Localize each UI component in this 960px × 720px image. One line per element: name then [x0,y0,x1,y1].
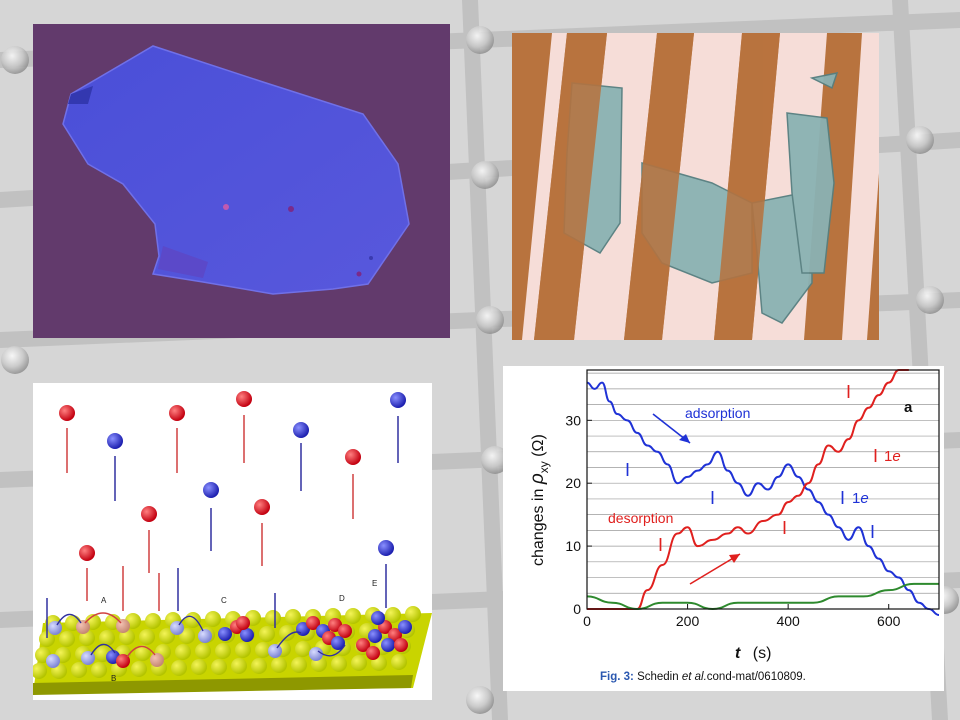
y-tick-label: 10 [565,538,581,554]
x-tick-label: 200 [676,613,700,629]
blue-step-mark: I [625,460,630,480]
label-d: D [339,594,345,603]
series-line-3 [586,582,939,611]
figure-caption: Fig. 3: Schedin et al.cond-mat/0610809. [600,671,806,683]
caption-ref: cond-mat/0610809. [706,671,806,683]
y-tick-label: 20 [565,475,581,491]
blue-one-e-label: 1e [852,490,869,507]
desorption-label: desorption [608,510,673,526]
adsorption-arrowhead [679,434,690,443]
x-axis-title: t (s) [735,645,771,662]
red-one-e-label: 1e [884,448,901,465]
label-b: B [111,674,116,683]
red-step-mark: I [658,535,663,555]
y-tick-label: 0 [573,601,581,617]
x-tick-label: 600 [877,613,901,629]
y-axis-title: changes in ρxy (Ω) [527,434,551,566]
x-tick-label: 400 [776,613,800,629]
caption-fig: Fig. 3: [600,671,634,683]
series-line-1 [586,381,940,616]
label-a: A [101,596,107,605]
series-line-2 [587,369,909,610]
red-step-mark: I [782,518,787,538]
adsorption-schematic: A B C D E [33,383,432,700]
resistivity-chart: 0 200 400 600 0 10 20 30 adsorption desorption … [503,366,944,691]
label-e: E [372,579,377,588]
caption-authors: Schedin [637,671,679,683]
label-c: C [221,596,227,605]
caption-etal: et al. [681,671,707,683]
red-step-mark: I [846,382,851,402]
red-step-mark: I [873,446,878,466]
adsorption-label: adsorption [685,405,750,421]
panel-label-a: a [904,399,913,416]
flake-micrograph [33,24,450,338]
y-tick-label: 30 [565,412,581,428]
blue-step-mark: I [840,488,845,508]
tem-grid-image [512,33,879,340]
blue-step-mark: I [870,522,875,542]
plot-frame [586,369,940,610]
blue-step-mark: I [710,488,715,508]
desorption-arrowhead [729,554,740,563]
x-tick-label: 0 [583,613,591,629]
